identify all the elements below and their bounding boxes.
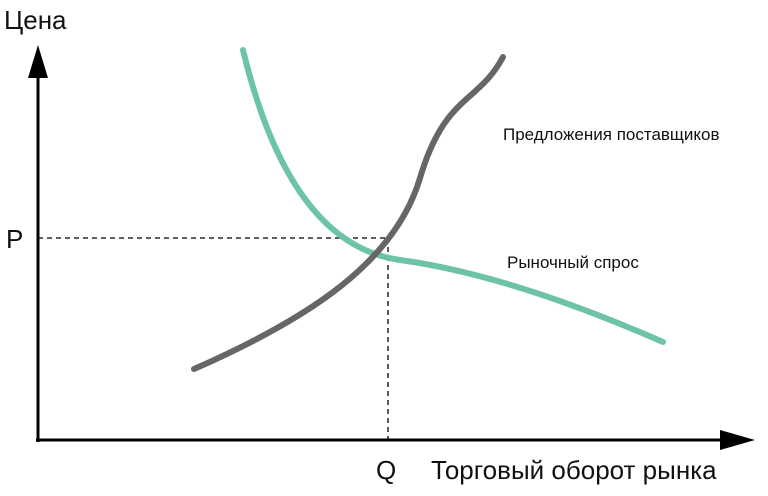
demand-curve [240,47,666,345]
supply-curve-label: Предложения поставщиков [503,125,720,144]
x-axis-label: Торговый оборот рынка [431,455,717,485]
y-axis-arrow [28,45,48,78]
y-axis-label: Цена [4,5,67,35]
price-label: P [6,224,23,254]
demand-curve-label: Рыночный спрос [507,253,639,272]
quantity-label: Q [376,455,396,485]
supply-curve [191,54,506,372]
x-axis-arrow [720,430,755,450]
